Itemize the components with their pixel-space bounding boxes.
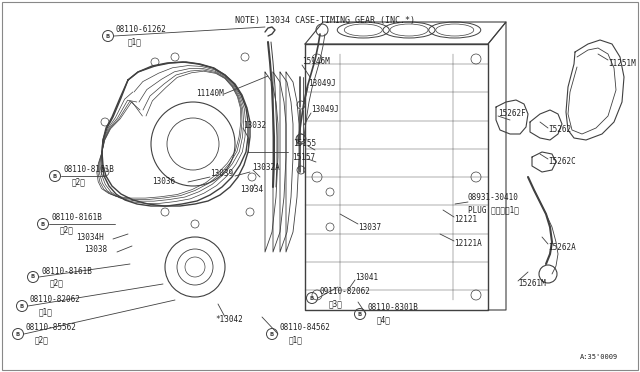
Text: I5262: I5262 (548, 125, 571, 135)
Text: 15157: 15157 (292, 153, 315, 161)
Text: 08110-85562: 08110-85562 (26, 324, 77, 333)
Text: 13049J: 13049J (311, 106, 339, 115)
Text: 13037: 13037 (358, 222, 381, 231)
Text: 08110-8161B: 08110-8161B (41, 266, 92, 276)
Text: 11140M: 11140M (196, 90, 224, 99)
Text: NOTE) 13034 CASE-TIMING GEAR (INC.*): NOTE) 13034 CASE-TIMING GEAR (INC.*) (235, 16, 415, 25)
Text: B: B (106, 33, 110, 38)
Text: （3）: （3） (329, 299, 343, 308)
Text: （2）: （2） (35, 336, 49, 344)
Text: 15146M: 15146M (302, 58, 330, 67)
Text: 09110-82062: 09110-82062 (320, 288, 371, 296)
Text: 15262F: 15262F (498, 109, 525, 119)
Text: PLUG プラグ（1）: PLUG プラグ（1） (468, 205, 519, 215)
Text: 13036: 13036 (152, 177, 175, 186)
Text: B: B (41, 221, 45, 227)
Text: 13049J: 13049J (308, 80, 336, 89)
Text: 13032: 13032 (243, 121, 266, 129)
Text: （2）: （2） (50, 279, 64, 288)
Text: 13034H: 13034H (76, 232, 104, 241)
Text: 13038: 13038 (84, 246, 107, 254)
Text: 13034: 13034 (240, 185, 263, 193)
Text: B: B (270, 331, 274, 337)
Text: *13042: *13042 (215, 315, 243, 324)
Text: 08110-8161B: 08110-8161B (51, 214, 102, 222)
Text: （1）: （1） (289, 336, 303, 344)
Text: 13041: 13041 (355, 273, 378, 282)
Text: 08931-30410: 08931-30410 (468, 192, 519, 202)
Text: 12121: 12121 (454, 215, 477, 224)
Text: （4）: （4） (377, 315, 391, 324)
Text: A:35'0009: A:35'0009 (580, 354, 618, 360)
Text: 08110-84562: 08110-84562 (280, 324, 331, 333)
Text: B: B (31, 275, 35, 279)
Text: （1）: （1） (39, 308, 53, 317)
Text: 15155: 15155 (293, 140, 316, 148)
Text: I5261M: I5261M (518, 279, 546, 289)
Text: 13039: 13039 (210, 170, 233, 179)
Text: 08110-8301B: 08110-8301B (368, 304, 419, 312)
Text: （2）: （2） (72, 177, 86, 186)
Text: 12121A: 12121A (454, 240, 482, 248)
Text: B: B (53, 173, 57, 179)
Text: B: B (358, 311, 362, 317)
Text: 08110-8161B: 08110-8161B (63, 166, 114, 174)
Text: 13032A: 13032A (252, 163, 280, 171)
Text: I1251M: I1251M (608, 60, 636, 68)
Text: （1）: （1） (128, 38, 142, 46)
Text: I5262A: I5262A (548, 243, 576, 251)
Text: B: B (20, 304, 24, 308)
Text: （2）: （2） (60, 225, 74, 234)
Text: B: B (16, 331, 20, 337)
Text: B: B (310, 295, 314, 301)
Text: 08110-82062: 08110-82062 (30, 295, 81, 305)
Text: I5262C: I5262C (548, 157, 576, 167)
Text: 08110-61262: 08110-61262 (115, 26, 166, 35)
